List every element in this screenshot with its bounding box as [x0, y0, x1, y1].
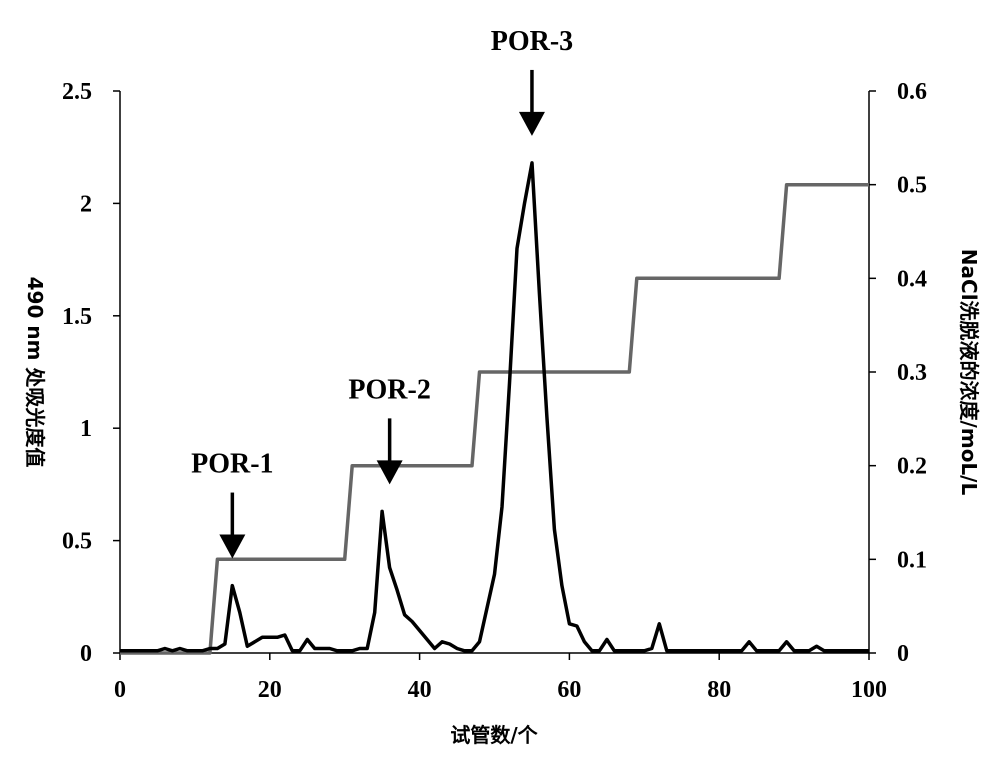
- y-right-tick-label: 0.5: [897, 173, 927, 199]
- ticks: 0 20 40 60 80 100 0 0.5 1 1.5 2 2.5 0 0.1 0.2 0.3 0.4 0.5…: [62, 79, 927, 703]
- x-tick-label: 40: [408, 677, 432, 703]
- x-tick-label: 100: [851, 677, 887, 703]
- x-tick-label: 0: [114, 677, 126, 703]
- y-right-tick-label: 0.6: [897, 79, 927, 105]
- peak-label: POR-1: [191, 449, 273, 480]
- absorbance-line: [120, 163, 869, 651]
- y-right-tick-label: 0.2: [897, 454, 927, 480]
- x-tick-label: 80: [707, 677, 731, 703]
- down-arrow-icon: [377, 460, 403, 484]
- x-axis-label: 试管数/个: [450, 723, 538, 747]
- y-right-tick-label: 0.4: [897, 266, 927, 292]
- y-axis-right-label: NaCl洗脱液的浓度/moL/L: [957, 249, 981, 496]
- x-tick-label: 20: [258, 677, 282, 703]
- y-right-tick-label: 0.3: [897, 360, 927, 386]
- y-left-tick-label: 1: [80, 416, 92, 442]
- peak-label: POR-2: [348, 374, 430, 405]
- y-right-tick-label: 0.1: [897, 547, 927, 573]
- y-left-tick-label: 0: [80, 641, 92, 667]
- y-axis-left-label: 490 nm 处吸光度值: [23, 277, 47, 468]
- nacl-step-line: [120, 185, 869, 653]
- peak-label: POR-3: [491, 26, 573, 57]
- y-left-tick-label: 0.5: [62, 529, 92, 555]
- series: [120, 163, 869, 653]
- y-right-tick-label: 0: [897, 641, 909, 667]
- y-left-tick-label: 2: [80, 191, 92, 217]
- y-left-tick-label: 2.5: [62, 79, 92, 105]
- down-arrow-icon: [519, 112, 545, 136]
- down-arrow-icon: [219, 535, 245, 559]
- x-tick-label: 60: [557, 677, 581, 703]
- y-left-tick-label: 1.5: [62, 304, 92, 330]
